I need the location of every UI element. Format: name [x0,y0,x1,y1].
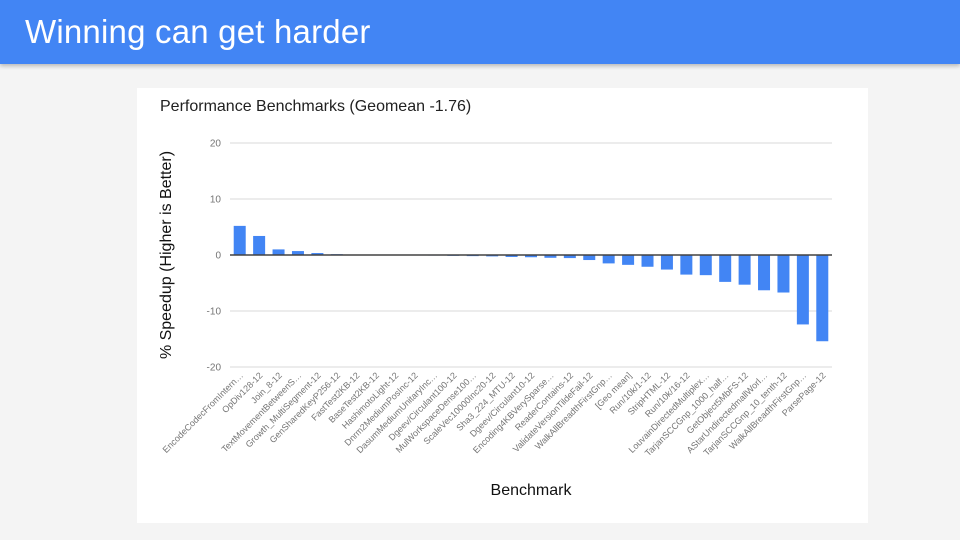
bar [505,255,518,257]
y-tick-label: 20 [210,139,222,150]
bar [291,251,304,255]
bar [796,255,809,325]
bar [622,255,635,265]
bar [660,255,673,270]
bar [641,255,654,267]
benchmark-chart-svg: 20100-10-20EncodeCodecFromIntern…OpDiv12… [161,139,832,458]
bar [758,255,771,291]
bar [583,255,596,261]
bar [233,225,246,255]
chart-title: Performance Benchmarks (Geomean -1.76) [160,98,472,115]
bar [272,249,285,255]
y-axis-title: % Speedup (Higher is Better) [158,150,175,360]
bar [253,235,266,255]
bar [563,255,576,259]
y-tick-label: -10 [207,307,222,318]
y-tick-label: -20 [207,363,222,374]
bar [525,255,537,258]
chart-card: Performance Benchmarks (Geomean -1.76) 2… [137,88,868,523]
bar [602,255,615,264]
x-axis-title: Benchmark [490,482,572,499]
slide-title: Winning can get harder [25,13,371,50]
bar [816,255,829,342]
slide-title-bar: Winning can get harder [0,0,960,64]
bar [680,255,693,275]
bar [738,255,751,285]
bar [719,255,732,282]
y-tick-label: 10 [210,195,222,206]
bar [544,255,557,258]
bar [699,255,712,276]
bar [311,253,324,255]
bar [777,255,790,293]
y-tick-label: 0 [215,251,221,262]
